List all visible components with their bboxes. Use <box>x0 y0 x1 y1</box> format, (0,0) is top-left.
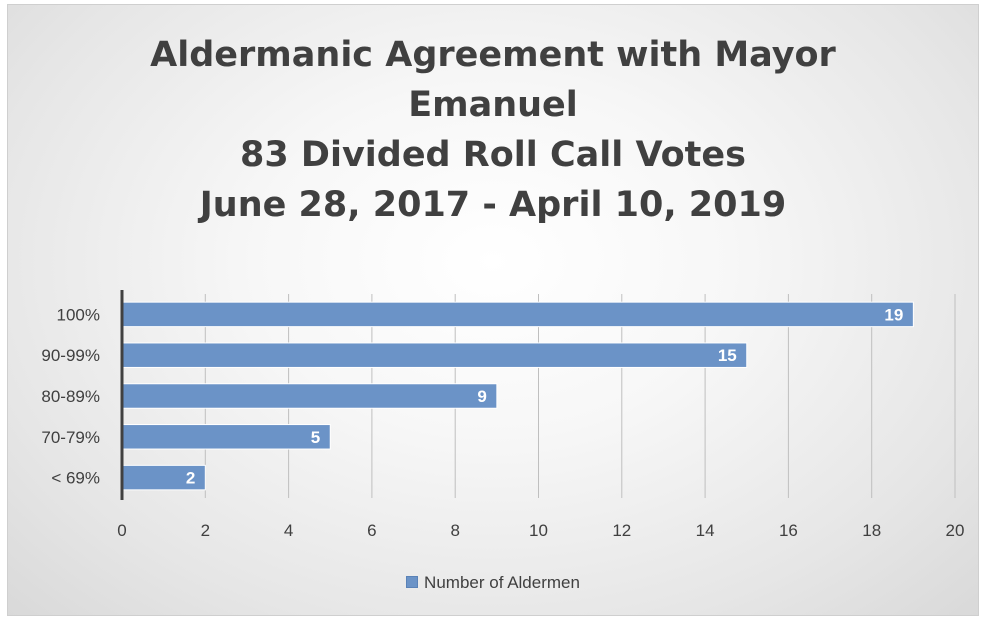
data-label: 9 <box>477 387 486 406</box>
bar <box>122 302 913 326</box>
x-tick-label: 20 <box>946 521 965 540</box>
x-tick-label: 6 <box>367 521 376 540</box>
x-tick-label: 14 <box>696 521 715 540</box>
x-tick-label: 8 <box>450 521 459 540</box>
bar <box>122 343 747 367</box>
bar <box>122 425 330 449</box>
category-label: 70-79% <box>41 428 100 447</box>
legend-swatch <box>406 576 418 588</box>
x-tick-label: 4 <box>284 521 293 540</box>
category-label: 90-99% <box>41 346 100 365</box>
x-tick-label: 18 <box>862 521 881 540</box>
x-tick-label: 10 <box>529 521 548 540</box>
data-label: 15 <box>718 346 737 365</box>
legend: Number of Aldermen <box>0 573 986 593</box>
category-label: 80-89% <box>41 387 100 406</box>
category-label: < 69% <box>51 469 100 488</box>
legend-label: Number of Aldermen <box>424 573 580 592</box>
x-tick-label: 12 <box>612 521 631 540</box>
data-label: 2 <box>186 469 195 488</box>
bar <box>122 384 497 408</box>
x-tick-label: 16 <box>779 521 798 540</box>
category-label: 100% <box>57 305 100 324</box>
data-label: 19 <box>884 305 903 324</box>
x-tick-label: 0 <box>117 521 126 540</box>
x-tick-label: 2 <box>201 521 210 540</box>
data-label: 5 <box>311 428 320 447</box>
